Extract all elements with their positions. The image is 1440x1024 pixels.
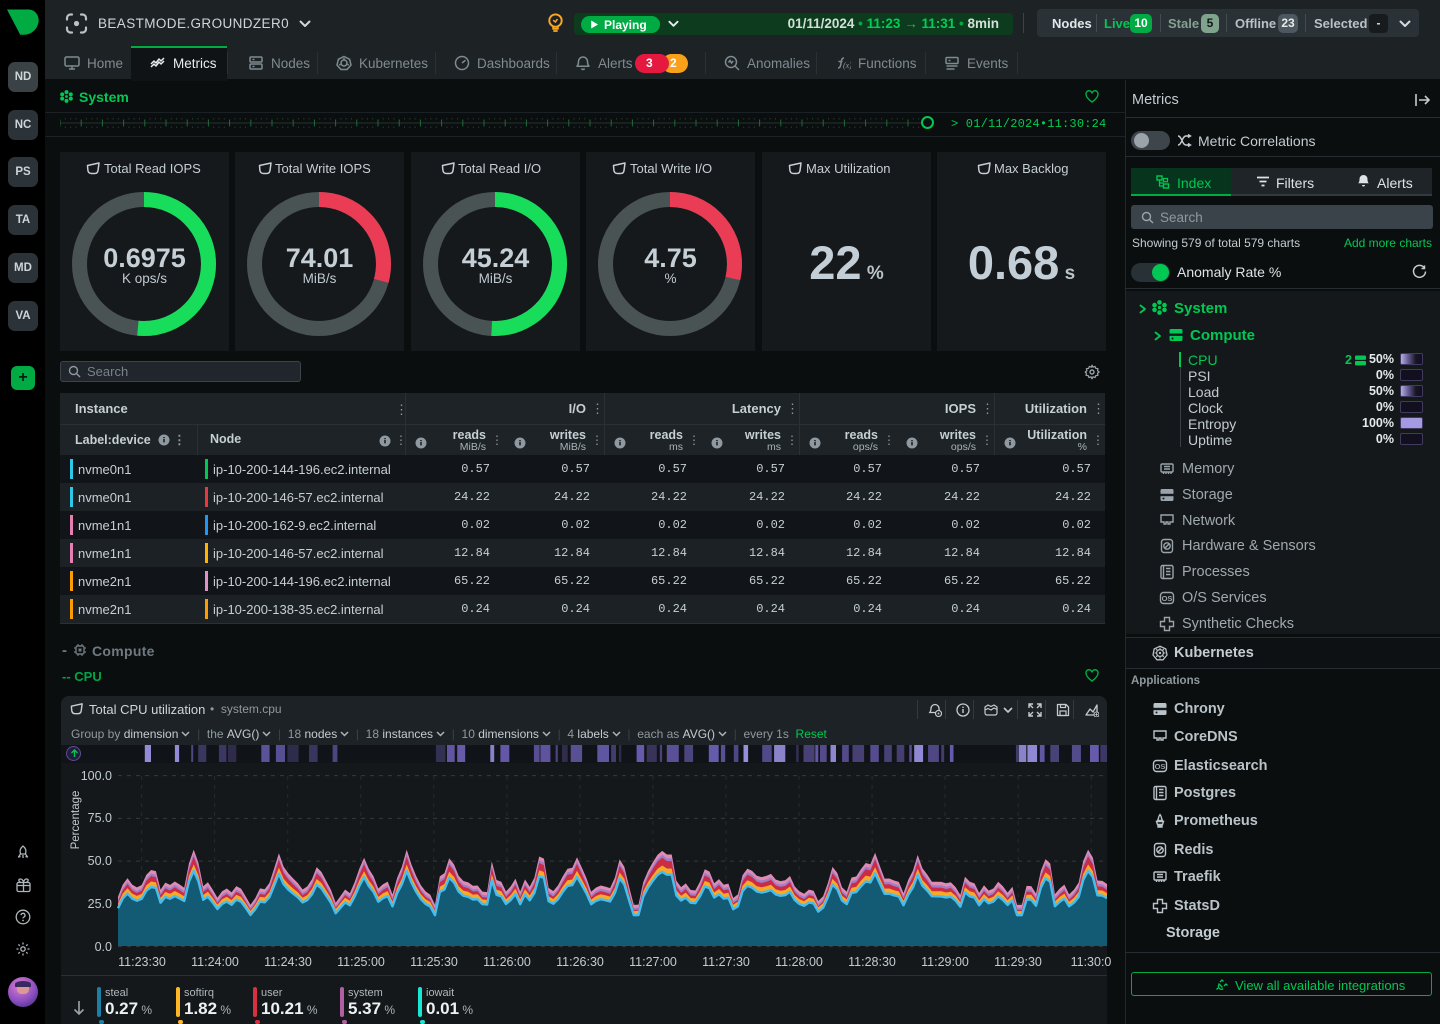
svg-text:(x): (x) — [843, 61, 851, 70]
svg-text:OS: OS — [1155, 762, 1166, 771]
svg-text:OS: OS — [1162, 594, 1173, 603]
